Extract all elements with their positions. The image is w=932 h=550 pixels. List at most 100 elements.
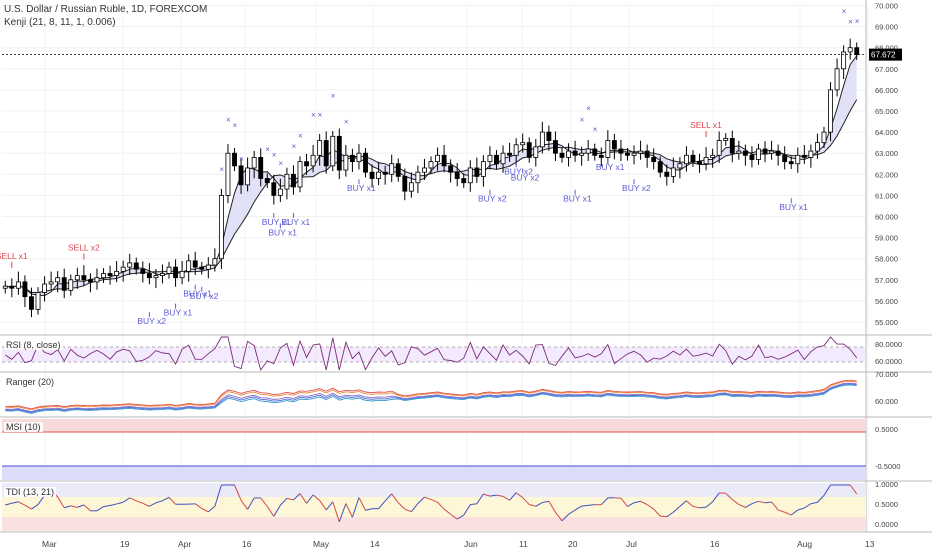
signal-x-marker: × [331,91,336,100]
candle-body [585,148,591,154]
buy-signal-label: BUY x1 [347,183,376,193]
buy-signal-label: BUY x2 [190,291,219,301]
buy-signal-label: BUY x1 [262,217,291,227]
tdi-line [797,507,805,511]
tdi-line [96,506,104,512]
tdi-line [692,505,700,509]
candle-body [160,273,165,276]
signal-x-marker: × [318,110,323,119]
candle-body [304,161,309,167]
tdi-line [260,497,268,507]
signal-x-marker: × [861,0,866,2]
ranger-tick-label: 60.000 [875,397,898,406]
signal-x-marker: × [855,17,860,26]
candle-body [74,275,80,281]
candle-body [68,279,74,291]
tdi-mid-zone [2,497,866,517]
tdi-line [764,501,772,504]
ranger-line [5,380,857,411]
candle-body [762,148,768,154]
tdi-upper-zone [2,483,866,497]
candle-body [133,262,139,270]
candle-body [192,260,198,268]
x-tick-label: 16 [242,539,252,549]
candle-body [808,150,814,158]
candle-body [697,161,702,165]
tdi-line [306,494,314,504]
candle-body [22,281,28,298]
tdi-line [240,500,249,510]
rsi-line [5,336,858,372]
candle-body [841,51,847,70]
y-tick-label: 65.000 [875,107,898,116]
buy-signal-label: BUY x1 [563,194,592,204]
candle-body [140,268,146,274]
rsi-tick-label: 80.0000 [875,340,902,349]
y-tick-label: 57.000 [875,276,898,285]
candle-body [356,152,362,163]
candle-body [651,157,657,163]
candle-body [363,152,368,173]
candle-body [199,266,205,270]
candle-body [507,152,513,156]
tdi-line [70,505,78,508]
rsi-pane-label: RSI (8, close) [4,340,63,350]
price-badge-text: 67.672 [871,51,896,60]
candle-body [330,135,336,167]
tdi-line [122,497,130,503]
tdi-pane-label: TDI (13, 21) [4,487,57,497]
tdi-line [646,504,654,510]
candle-body [520,142,526,146]
candle-body [566,150,571,158]
price-badge [869,48,902,61]
candle-body [428,161,434,169]
tdi-line [273,505,281,517]
candle-body [382,171,388,175]
x-tick-label: Apr [178,539,191,549]
sell-signal-label: SELL x2 [68,242,100,252]
candle-body [42,283,48,293]
candle-body [553,140,558,154]
candle-body [402,176,408,192]
tdi-line [325,501,334,511]
y-tick-label: 70.000 [875,2,898,11]
candle-body [821,131,827,144]
tdi-line [574,505,582,511]
tdi-line [666,511,674,518]
candle-body [186,260,192,272]
tdi-line [312,494,320,501]
tdi-line [823,484,831,496]
y-tick-label: 67.000 [875,65,898,74]
tdi-line [410,503,419,512]
buy-signal-label: BUY x2 [137,316,166,326]
tdi-line [424,496,432,500]
tdi-line [738,504,746,508]
tdi-line [784,511,792,516]
tdi-line [129,497,137,502]
candle-body [2,285,8,289]
signal-x-marker: × [272,150,277,159]
x-tick-label: May [313,539,330,549]
candle-body [664,171,670,177]
msi-tick-label: 0.5000 [875,425,898,434]
candle-body [146,273,152,279]
tdi-line [286,497,294,501]
x-tick-label: 20 [568,539,578,549]
buy-signal-label: BUY x2 [511,173,540,183]
tdi-line [542,500,549,504]
tdi-line [24,504,32,510]
candle-body [291,173,296,188]
tdi-line [194,503,203,509]
msi-tick-label: -0.5000 [875,462,900,471]
tdi-line [319,500,327,511]
tdi-line [5,502,12,506]
candle-body [179,270,185,279]
tdi-line [391,493,399,503]
buy-signal-label: BUY x2 [478,194,507,204]
candle-body [513,144,519,156]
tdi-line [640,500,648,506]
tdi-line [279,497,288,506]
tdi-line [247,497,255,510]
x-tick-label: Jun [464,539,478,549]
